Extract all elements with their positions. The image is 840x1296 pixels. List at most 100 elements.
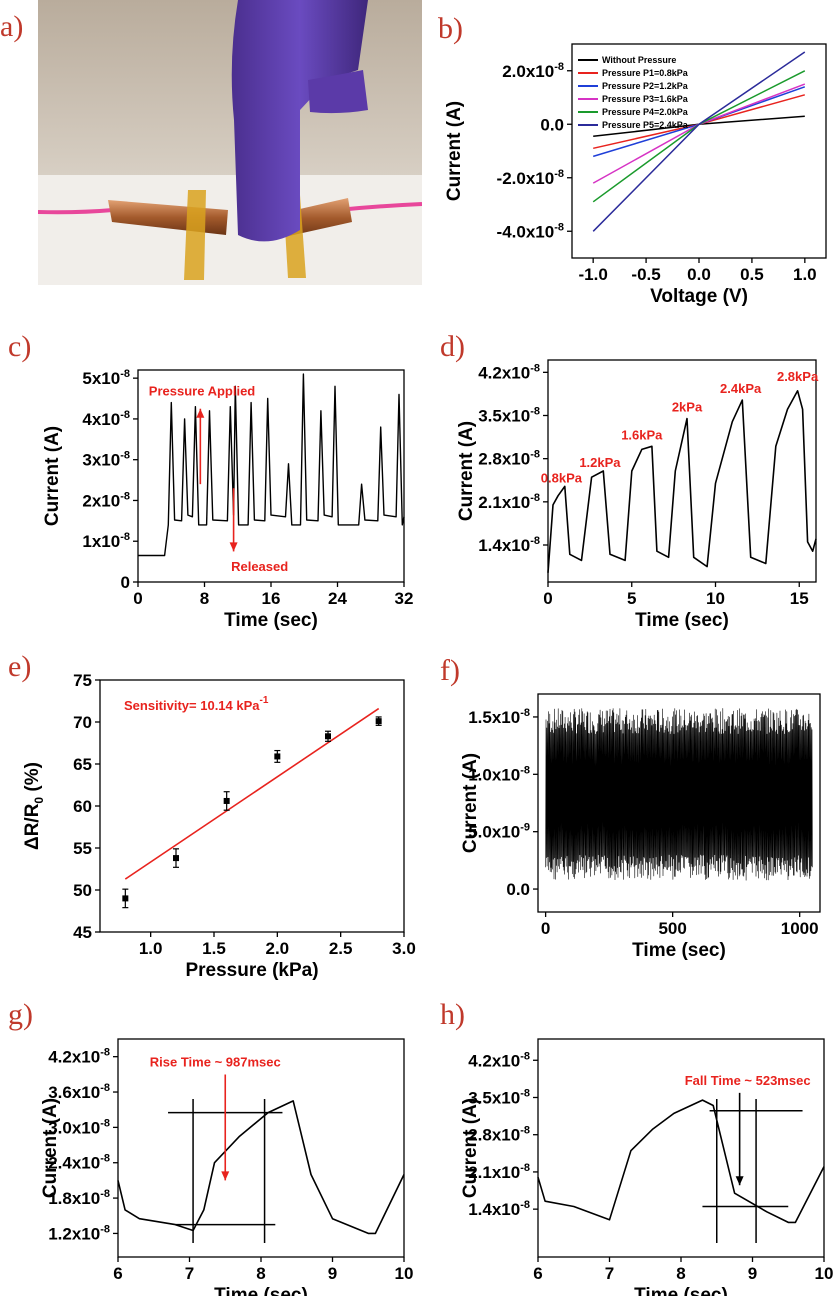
- chart-c-annotation-applied: Pressure Applied: [149, 383, 256, 398]
- chart-c-plot-frame: [137, 369, 405, 583]
- photo-table: [38, 175, 422, 285]
- sensor-photo-drawing: [38, 0, 422, 285]
- chart-e-xtick-label: 1.5: [202, 939, 226, 958]
- chart-d-ytick-label: 2.1x10-8: [478, 492, 540, 512]
- chart-e-data-point: [325, 733, 331, 740]
- chart-c-ytick-label: 0: [121, 573, 130, 592]
- chart-d-ytick-label: 1.4x10-8: [478, 535, 540, 555]
- chart-c-xtick-label: 0: [133, 589, 142, 608]
- chart-d-pressure-label: 2.4kPa: [720, 381, 762, 396]
- chart-g-xtick-label: 8: [256, 1264, 265, 1283]
- chart-e-ytick-label: 70: [73, 713, 92, 732]
- chart-f-xtick-label: 0: [541, 919, 550, 938]
- chart-g-ytick-label: 1.8x10-8: [48, 1188, 110, 1208]
- gloved-finger: [231, 0, 368, 242]
- chart-g-rise-time: 6 7 8 9 10 1.2x10-8 1.8x10-8 2.4x10-8 3.0x10-8 3.…: [40, 1038, 413, 1296]
- chart-d-pressure-label: 2kPa: [672, 400, 703, 415]
- chart-b-xlabel: Voltage (V): [650, 286, 748, 307]
- chart-d-ylabel: Current (A): [456, 421, 477, 521]
- chart-c-ytick-label: 1x10-8: [82, 531, 130, 551]
- chart-h-timing-label: Fall Time ~ 523msec: [685, 1073, 811, 1088]
- chart-c-ytick-label: 2x10-8: [82, 490, 130, 510]
- chart-b-legend-label: Without Pressure: [602, 55, 676, 65]
- panel-label-c: c): [8, 330, 32, 363]
- panel-label-d: d): [440, 330, 465, 363]
- chart-h-xtick-label: 10: [815, 1264, 834, 1283]
- chart-c-xtick-label: 8: [200, 589, 209, 608]
- chart-f-noise-trace: [545, 708, 813, 881]
- chart-c-arrow-down-head: [229, 542, 238, 552]
- chart-h-ytick-label: 4.2x10-8: [468, 1050, 530, 1070]
- chart-e-xlabel: Pressure (kPa): [185, 960, 318, 981]
- chart-c-xlabel: Time (sec): [224, 610, 318, 631]
- chart-e-data-point: [375, 718, 382, 725]
- panel-label-g: g): [8, 998, 33, 1031]
- chart-g-ytick-label: 1.2x10-8: [48, 1223, 110, 1243]
- chart-e-sensitivity-label: Sensitivity= 10.14 kPa-1: [124, 695, 269, 713]
- chart-h-ytick-label: 1.4x10-8: [468, 1199, 530, 1219]
- chart-f-xtick-label: 1000: [781, 919, 819, 938]
- gloved-knuckle: [308, 70, 368, 114]
- chart-b-legend-label: Pressure P4=2.0kPa: [602, 107, 689, 117]
- chart-e-data-point: [223, 797, 230, 804]
- chart-e-xtick-label: 2.0: [266, 939, 290, 958]
- chart-d-pressure-label: 1.6kPa: [621, 427, 663, 442]
- chart-b-legend-label: Pressure P5=2.4kPa: [602, 120, 689, 130]
- chart-g-ylabel: Current (A): [40, 1098, 61, 1198]
- chart-f-long-term-stability: 0 500 1000 0.0 5.0x10-9 1.0x10-8 1.5x10-8 Time …: [460, 693, 821, 961]
- chart-g-ytick-label: 3.0x10-8: [48, 1117, 110, 1137]
- chart-b-xtick-label: 0.5: [740, 265, 764, 284]
- chart-b-ytick-label: 0.0: [540, 115, 564, 134]
- chart-d-pressure-label: 0.8kPa: [541, 471, 583, 486]
- chart-d-xtick-label: 0: [543, 589, 552, 608]
- chart-e-ytick-label: 75: [73, 671, 92, 690]
- chart-e-ylabel: ΔR/R0 (%): [22, 762, 46, 850]
- chart-h-xtick-label: 8: [676, 1264, 685, 1283]
- chart-c-ytick-label: 4x10-8: [82, 409, 130, 429]
- chart-b-xtick-label: -0.5: [631, 265, 660, 284]
- chart-b-ytick-label: 2.0x10-8: [502, 61, 564, 81]
- chart-b-ylabel: Current (A): [444, 101, 465, 201]
- chart-e-xtick-label: 3.0: [392, 939, 416, 958]
- chart-d-current-trace: [547, 390, 817, 573]
- left-wire: [38, 208, 114, 215]
- chart-f-xlabel: Time (sec): [632, 940, 726, 961]
- chart-g-ytick-label: 4.2x10-8: [48, 1047, 110, 1067]
- chart-e-plot-frame: [99, 679, 405, 933]
- chart-f-ytick-label: 5.0x10-9: [468, 822, 530, 842]
- chart-e-data-point: [173, 855, 179, 862]
- chart-b-series-line: [592, 51, 806, 232]
- chart-b-ytick-label: -4.0x10-8: [497, 221, 564, 241]
- chart-e-xtick-label: 2.5: [329, 939, 353, 958]
- chart-h-ytick-label: 2.1x10-8: [468, 1162, 530, 1182]
- chart-h-ylabel: Current (A): [460, 1098, 481, 1198]
- panel-label-b: b): [438, 12, 463, 45]
- chart-e-data-point: [274, 753, 281, 760]
- chart-c-ylabel: Current (A): [42, 426, 63, 526]
- chart-b-xtick-label: -1.0: [579, 265, 608, 284]
- chart-e-ytick-label: 55: [73, 839, 92, 858]
- chart-d-plot-frame: [547, 359, 817, 583]
- chart-e-data-point: [122, 895, 129, 902]
- chart-c-annotation-released: Released: [231, 559, 288, 574]
- chart-h-plot-frame: [537, 1038, 825, 1258]
- chart-h-arrow-head: [735, 1176, 744, 1186]
- chart-e-ytick-label: 60: [73, 797, 92, 816]
- panel-label-e: e): [8, 650, 32, 683]
- chart-b-iv-curves: -1.0 -0.5 0.0 0.5 1.0 2.0x10-8 0.0 -2.0x10-8 -4.…: [444, 43, 827, 307]
- chart-c-current-trace: [138, 373, 405, 557]
- chart-b-xtick-label: 1.0: [793, 265, 817, 284]
- chart-h-xlabel: Time (sec): [634, 1285, 728, 1296]
- chart-d-ytick-label: 3.5x10-8: [478, 406, 540, 426]
- chart-b-legend-label: Pressure P3=1.6kPa: [602, 94, 689, 104]
- chart-h-current-trace: [537, 1099, 825, 1224]
- chart-h-ytick-label: 3.5x10-8: [468, 1087, 530, 1107]
- chart-e-ytick-label: 50: [73, 881, 92, 900]
- chart-f-ytick-label: 1.0x10-8: [468, 764, 530, 784]
- chart-e-xtick-label: 1.0: [139, 939, 163, 958]
- chart-f-ytick-label: 1.5x10-8: [468, 707, 530, 727]
- chart-c-arrow-up-head: [196, 408, 205, 418]
- chart-d-ytick-label: 4.2x10-8: [478, 362, 540, 382]
- chart-b-xtick-label: 0.0: [687, 265, 711, 284]
- chart-b-legend-label: Pressure P1=0.8kPa: [602, 68, 689, 78]
